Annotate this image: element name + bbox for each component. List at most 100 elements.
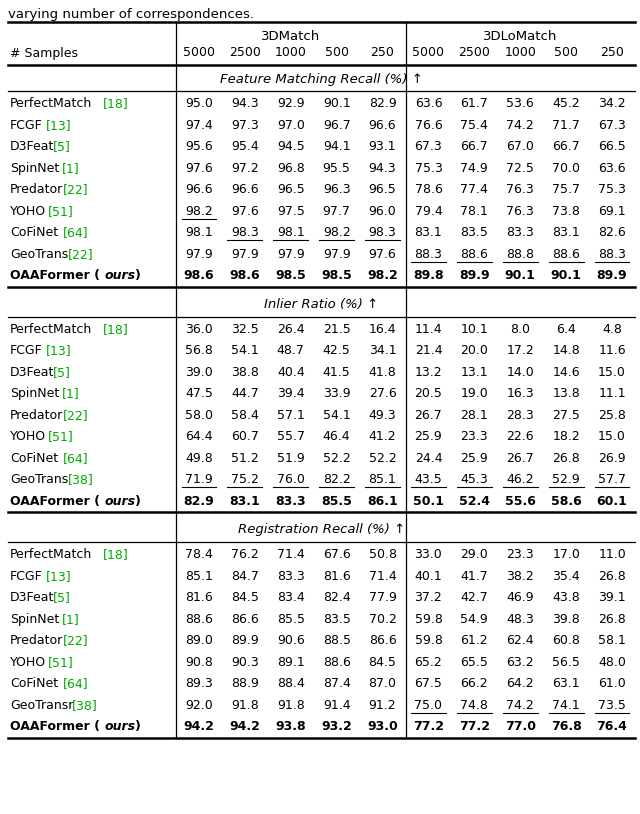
Text: 60.1: 60.1 bbox=[596, 495, 627, 508]
Text: 64.2: 64.2 bbox=[506, 677, 534, 690]
Text: 75.3: 75.3 bbox=[415, 162, 442, 175]
Text: 2500: 2500 bbox=[229, 46, 260, 59]
Text: 62.4: 62.4 bbox=[506, 634, 534, 647]
Text: 16.4: 16.4 bbox=[369, 322, 396, 335]
Text: ): ) bbox=[135, 269, 141, 282]
Text: 37.2: 37.2 bbox=[415, 591, 442, 604]
Text: 77.4: 77.4 bbox=[460, 183, 488, 196]
Text: 52.4: 52.4 bbox=[459, 495, 490, 508]
Text: 88.5: 88.5 bbox=[323, 634, 351, 647]
Text: [64]: [64] bbox=[63, 226, 89, 239]
Text: 88.6: 88.6 bbox=[460, 247, 488, 260]
Text: [5]: [5] bbox=[52, 140, 70, 153]
Text: 77.9: 77.9 bbox=[369, 591, 397, 604]
Text: 97.9: 97.9 bbox=[277, 247, 305, 260]
Text: 60.8: 60.8 bbox=[552, 634, 580, 647]
Text: PerfectMatch: PerfectMatch bbox=[10, 549, 92, 561]
Text: 49.3: 49.3 bbox=[369, 409, 396, 422]
Text: 94.3: 94.3 bbox=[231, 97, 259, 110]
Text: 28.3: 28.3 bbox=[506, 409, 534, 422]
Text: 25.9: 25.9 bbox=[415, 431, 442, 444]
Text: 14.0: 14.0 bbox=[506, 365, 534, 379]
Text: 46.9: 46.9 bbox=[506, 591, 534, 604]
Text: 48.0: 48.0 bbox=[598, 656, 626, 669]
Text: 58.0: 58.0 bbox=[185, 409, 213, 422]
Text: 17.0: 17.0 bbox=[552, 549, 580, 561]
Text: # Samples: # Samples bbox=[10, 46, 78, 59]
Text: 96.3: 96.3 bbox=[323, 183, 351, 196]
Text: 83.1: 83.1 bbox=[415, 226, 442, 239]
Text: 83.1: 83.1 bbox=[230, 495, 260, 508]
Text: 82.9: 82.9 bbox=[369, 97, 396, 110]
Text: FCGF: FCGF bbox=[10, 119, 43, 132]
Text: 84.7: 84.7 bbox=[231, 570, 259, 583]
Text: 90.6: 90.6 bbox=[277, 634, 305, 647]
Text: 94.3: 94.3 bbox=[369, 162, 396, 175]
Text: 19.0: 19.0 bbox=[460, 387, 488, 400]
Text: 77.2: 77.2 bbox=[459, 720, 490, 733]
Text: 98.1: 98.1 bbox=[277, 226, 305, 239]
Text: PerfectMatch: PerfectMatch bbox=[10, 322, 92, 335]
Text: 59.8: 59.8 bbox=[415, 634, 442, 647]
Text: 93.8: 93.8 bbox=[275, 720, 306, 733]
Text: 75.0: 75.0 bbox=[415, 698, 442, 711]
Text: 85.1: 85.1 bbox=[369, 473, 397, 486]
Text: 65.5: 65.5 bbox=[460, 656, 488, 669]
Text: 77.2: 77.2 bbox=[413, 720, 444, 733]
Text: 25.8: 25.8 bbox=[598, 409, 626, 422]
Text: 96.5: 96.5 bbox=[369, 183, 396, 196]
Text: 22.6: 22.6 bbox=[506, 431, 534, 444]
Text: [22]: [22] bbox=[63, 634, 89, 647]
Text: [22]: [22] bbox=[68, 247, 93, 260]
Text: 86.1: 86.1 bbox=[367, 495, 398, 508]
Text: 26.7: 26.7 bbox=[415, 409, 442, 422]
Text: 87.4: 87.4 bbox=[323, 677, 351, 690]
Text: 91.8: 91.8 bbox=[277, 698, 305, 711]
Text: 65.2: 65.2 bbox=[415, 656, 442, 669]
Text: [64]: [64] bbox=[63, 452, 89, 465]
Text: 40.1: 40.1 bbox=[415, 570, 442, 583]
Text: 1000: 1000 bbox=[504, 46, 536, 59]
Text: 93.0: 93.0 bbox=[367, 720, 398, 733]
Text: SpinNet: SpinNet bbox=[10, 387, 60, 400]
Text: D3Feat: D3Feat bbox=[10, 365, 54, 379]
Text: 88.8: 88.8 bbox=[506, 247, 534, 260]
Text: 13.2: 13.2 bbox=[415, 365, 442, 379]
Text: 66.7: 66.7 bbox=[460, 140, 488, 153]
Text: OAAFormer (: OAAFormer ( bbox=[10, 495, 100, 508]
Text: 56.5: 56.5 bbox=[552, 656, 580, 669]
Text: 26.8: 26.8 bbox=[598, 570, 626, 583]
Text: 36.0: 36.0 bbox=[185, 322, 213, 335]
Text: 81.6: 81.6 bbox=[323, 570, 351, 583]
Text: 94.2: 94.2 bbox=[184, 720, 214, 733]
Text: 28.1: 28.1 bbox=[460, 409, 488, 422]
Text: 41.8: 41.8 bbox=[369, 365, 396, 379]
Text: FCGF: FCGF bbox=[10, 344, 43, 357]
Text: 54.1: 54.1 bbox=[323, 409, 351, 422]
Text: 34.1: 34.1 bbox=[369, 344, 396, 357]
Text: 85.1: 85.1 bbox=[185, 570, 213, 583]
Text: 61.7: 61.7 bbox=[460, 97, 488, 110]
Text: 97.5: 97.5 bbox=[277, 205, 305, 218]
Text: CoFiNet: CoFiNet bbox=[10, 226, 58, 239]
Text: 15.0: 15.0 bbox=[598, 365, 626, 379]
Text: 42.7: 42.7 bbox=[460, 591, 488, 604]
Text: 90.8: 90.8 bbox=[185, 656, 213, 669]
Text: 70.0: 70.0 bbox=[552, 162, 580, 175]
Text: 48.3: 48.3 bbox=[506, 613, 534, 626]
Text: GeoTransr: GeoTransr bbox=[10, 698, 74, 711]
Text: 32.5: 32.5 bbox=[231, 322, 259, 335]
Text: 250: 250 bbox=[600, 46, 624, 59]
Text: 500: 500 bbox=[324, 46, 349, 59]
Text: 74.1: 74.1 bbox=[552, 698, 580, 711]
Text: 57.1: 57.1 bbox=[277, 409, 305, 422]
Text: 82.4: 82.4 bbox=[323, 591, 351, 604]
Text: 93.2: 93.2 bbox=[321, 720, 352, 733]
Text: 61.2: 61.2 bbox=[461, 634, 488, 647]
Text: 26.4: 26.4 bbox=[277, 322, 305, 335]
Text: 21.5: 21.5 bbox=[323, 322, 351, 335]
Text: 83.4: 83.4 bbox=[277, 591, 305, 604]
Text: ): ) bbox=[135, 720, 141, 733]
Text: 87.0: 87.0 bbox=[369, 677, 397, 690]
Text: 52.2: 52.2 bbox=[369, 452, 396, 465]
